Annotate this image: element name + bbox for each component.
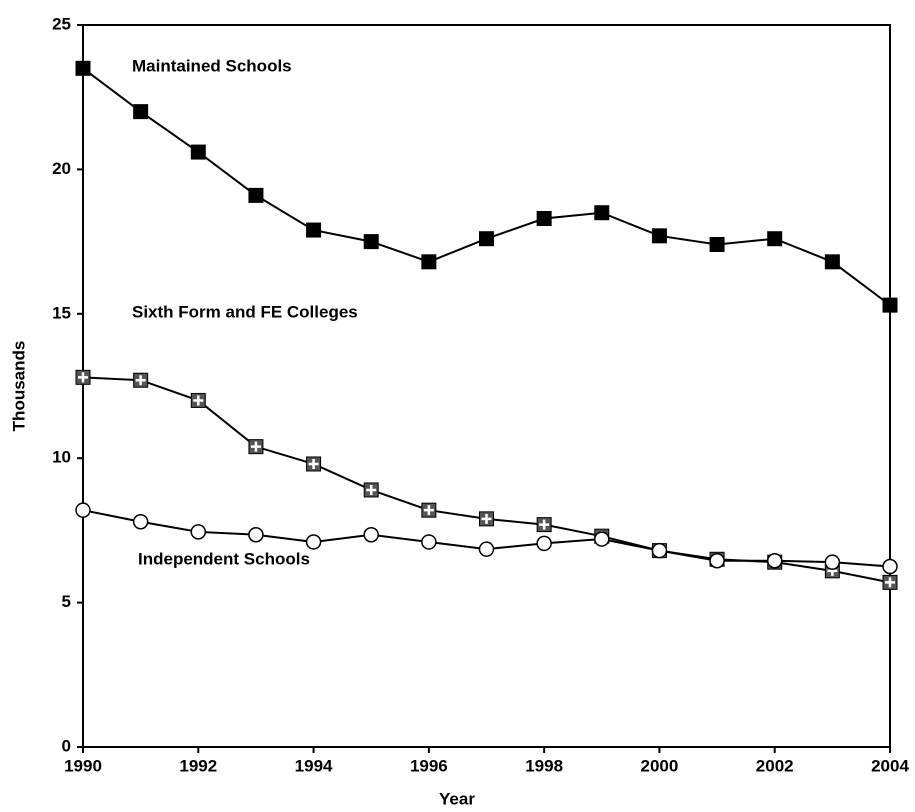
marker-cross [250, 441, 261, 452]
x-tick-label: 1992 [179, 756, 217, 775]
marker [75, 60, 91, 76]
y-tick-label: 20 [52, 159, 71, 178]
marker-cross [308, 458, 319, 469]
marker [651, 542, 668, 559]
marker [594, 205, 610, 221]
marker [709, 236, 725, 252]
marker [479, 231, 494, 247]
marker-cross [135, 375, 146, 386]
marker-cross [423, 505, 434, 516]
marker [536, 210, 552, 226]
x-tick-label: 2000 [641, 756, 679, 775]
marker-cross [885, 577, 895, 588]
marker-cross [539, 519, 550, 530]
marker-cross [193, 395, 204, 406]
y-tick-label: 15 [52, 303, 71, 322]
marker-cross [78, 372, 88, 383]
y-tick-label: 5 [62, 592, 71, 611]
marker-cross [366, 484, 377, 495]
marker [363, 234, 379, 250]
marker [248, 187, 264, 203]
series-line [82, 67, 891, 306]
marker [882, 297, 898, 313]
marker [824, 254, 840, 270]
x-axis-label: Year [439, 789, 475, 808]
marker [594, 531, 610, 547]
marker [766, 552, 783, 569]
marker [305, 534, 322, 550]
x-tick-label: 1998 [525, 756, 563, 775]
series-label: Sixth Form and FE Colleges [132, 302, 358, 321]
marker [767, 231, 783, 247]
series-label: Maintained Schools [132, 56, 292, 75]
marker [882, 558, 898, 575]
marker [132, 513, 149, 530]
y-axis-label: Thousands [9, 341, 28, 432]
x-tick-label: 2002 [756, 756, 794, 775]
marker [421, 534, 437, 550]
x-tick-label: 1996 [410, 756, 448, 775]
marker [133, 104, 149, 120]
marker [306, 222, 322, 238]
marker [478, 541, 495, 557]
marker [421, 254, 437, 270]
marker [709, 552, 725, 569]
plot-frame [82, 24, 891, 748]
marker [363, 526, 379, 543]
x-tick-label: 1994 [295, 756, 333, 775]
y-tick-label: 25 [52, 14, 71, 33]
marker-cross [481, 513, 492, 524]
marker [190, 144, 206, 160]
marker [651, 228, 667, 244]
marker [248, 526, 264, 543]
marker [190, 524, 207, 540]
y-tick-label: 10 [52, 448, 71, 467]
marker [536, 535, 552, 552]
y-tick-label: 0 [62, 736, 71, 755]
marker [75, 502, 91, 518]
series-label: Independent Schools [138, 549, 310, 568]
x-tick-label: 2004 [871, 756, 909, 775]
x-tick-label: 1990 [64, 756, 102, 775]
marker [824, 554, 841, 570]
